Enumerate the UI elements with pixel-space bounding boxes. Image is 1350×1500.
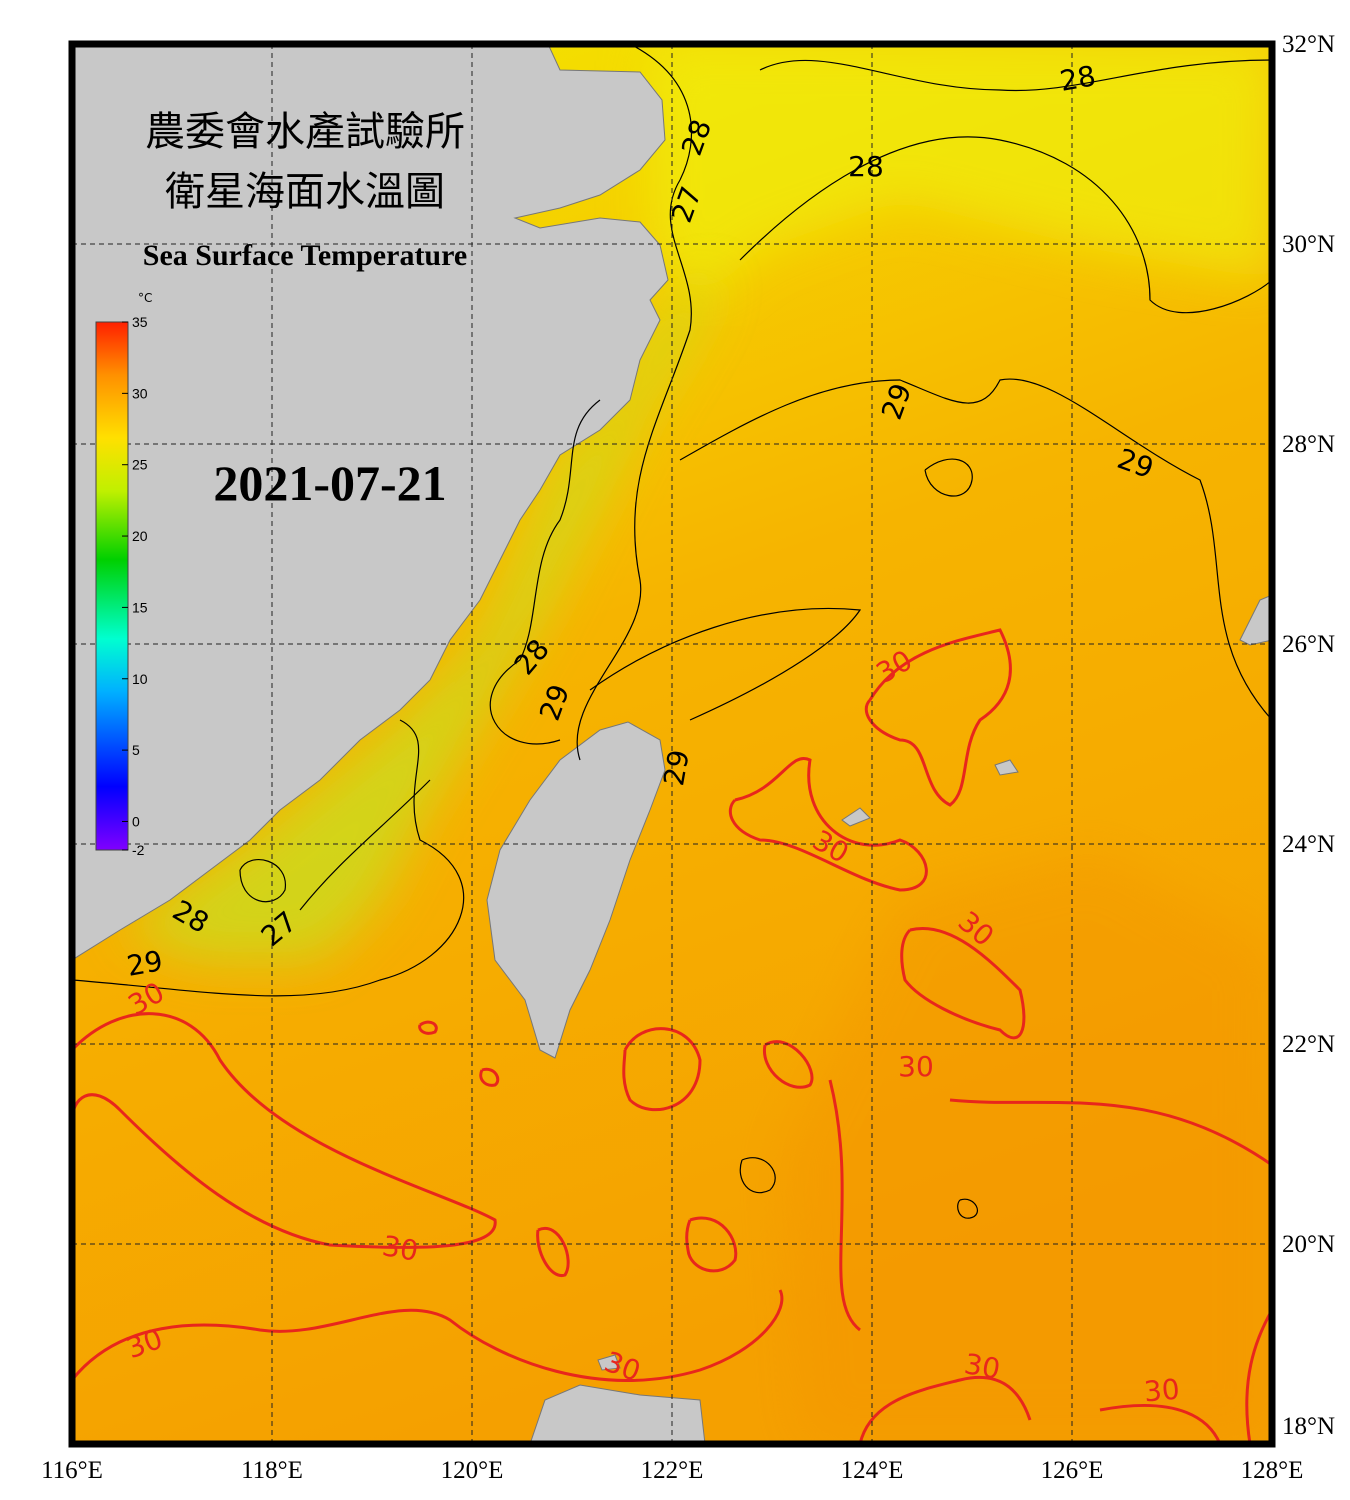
lat-label: 24°N xyxy=(1282,831,1335,858)
isotherm-30 xyxy=(728,756,928,892)
colorbar-tick-label: 30 xyxy=(132,385,148,401)
colorbar-tick-label: 20 xyxy=(132,528,148,544)
taiwan xyxy=(486,721,666,1059)
lon-label: 118°E xyxy=(241,1457,303,1484)
contour-label: 29 xyxy=(657,747,696,788)
land xyxy=(72,44,1272,1444)
lat-label: 20°N xyxy=(1282,1231,1335,1258)
isotherm xyxy=(679,378,1272,721)
isotherm-30 xyxy=(864,628,1012,807)
isotherms-black xyxy=(72,44,1272,1219)
colorbar-tick-label: 0 xyxy=(132,813,140,829)
warm-band xyxy=(650,44,1272,300)
frame xyxy=(68,40,1276,1448)
isotherm-30 xyxy=(858,1309,1272,1444)
isotherm xyxy=(739,458,978,1219)
graticule xyxy=(72,44,1272,1444)
colorbar-tick-label: 15 xyxy=(132,599,148,615)
axis-labels: 116°E 118°E 120°E 122°E 124°E 126°E 128°E 32°N 3… xyxy=(41,31,1335,1484)
lon-label: 120°E xyxy=(441,1457,504,1484)
isotherm xyxy=(239,779,431,911)
isotherm xyxy=(589,607,862,721)
date: 2021-07-21 xyxy=(213,455,446,511)
lat-label: 26°N xyxy=(1282,631,1335,658)
ryukyu xyxy=(1239,594,1272,646)
isotherm xyxy=(489,399,601,745)
contour-label: 28 xyxy=(848,150,884,183)
colorbar-tick-label: 5 xyxy=(132,742,140,758)
lat-label: 32°N xyxy=(1282,31,1335,58)
lon-label: 126°E xyxy=(1041,1457,1104,1484)
colorbar-unit: °C xyxy=(138,291,152,305)
colorbar-tick-label: -2 xyxy=(132,842,145,858)
contour-label: 30 xyxy=(1143,1373,1181,1409)
isotherm xyxy=(72,719,464,997)
lon-label: 116°E xyxy=(41,1457,103,1484)
isotherm-30 xyxy=(72,1289,784,1382)
lat-label: 18°N xyxy=(1282,1413,1335,1440)
warm-water xyxy=(780,850,1272,1444)
lon-label: 128°E xyxy=(1241,1457,1304,1484)
isotherm-30 xyxy=(418,1020,738,1277)
lon-label: 124°E xyxy=(841,1457,904,1484)
isotherm-30 xyxy=(828,1079,1272,1332)
title-zh: 農委會水產試驗所 xyxy=(145,109,465,155)
colorbar-ticks: 35 30 25 20 15 10 5 0 -2 xyxy=(122,314,148,858)
isotherm xyxy=(739,136,1272,314)
contour-label: 30 xyxy=(962,1347,1003,1386)
islands xyxy=(597,759,1019,1371)
contour-label: 30 xyxy=(380,1229,421,1268)
luzon xyxy=(529,1384,706,1444)
lon-label: 122°E xyxy=(641,1457,704,1484)
colorbar-tick-label: 25 xyxy=(132,457,148,473)
colorbar-tick-label: 35 xyxy=(132,314,148,330)
colorbar xyxy=(95,321,129,851)
title-en: Sea Surface Temperature xyxy=(143,239,467,272)
isotherm-30 xyxy=(72,1012,497,1249)
lat-label: 22°N xyxy=(1282,1031,1335,1058)
mainland-china xyxy=(72,44,669,961)
contour-label: 29 xyxy=(124,944,165,983)
isotherm xyxy=(576,44,693,761)
title-zh: 衛星海面水溫圖 xyxy=(165,169,445,215)
colorbar-tick-label: 10 xyxy=(132,671,148,687)
contour-label: 30 xyxy=(898,1050,934,1083)
isotherm-30 xyxy=(900,927,1026,1040)
isotherm xyxy=(759,59,1272,92)
lat-label: 30°N xyxy=(1282,231,1335,258)
lat-label: 28°N xyxy=(1282,431,1335,458)
isotherms-red xyxy=(72,628,1272,1444)
contour-label: 28 xyxy=(1057,59,1098,98)
